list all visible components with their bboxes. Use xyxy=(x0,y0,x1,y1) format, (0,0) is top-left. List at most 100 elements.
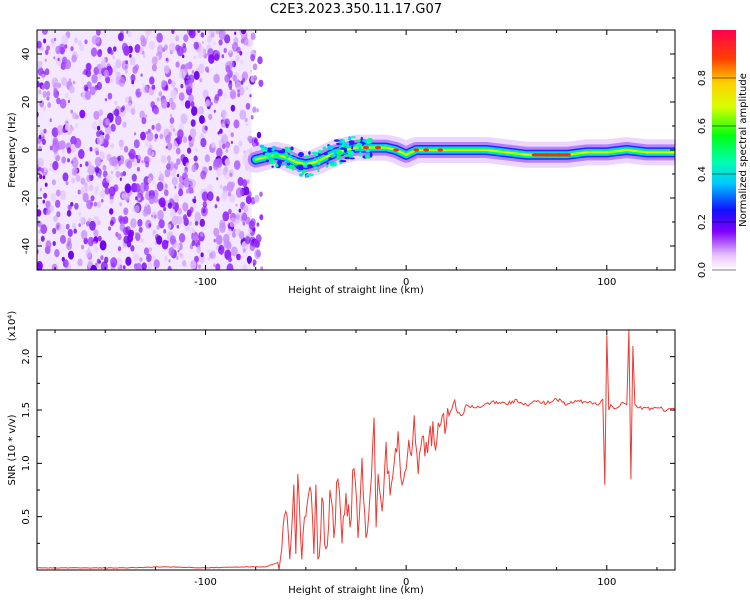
noise-speckle xyxy=(93,110,100,120)
noise-speckle xyxy=(178,92,185,101)
noise-speckle xyxy=(143,162,146,166)
noise-speckle xyxy=(109,198,114,205)
noise-speckle xyxy=(55,155,60,162)
noise-speckle xyxy=(96,130,101,137)
noise-speckle xyxy=(242,264,248,270)
noise-speckle xyxy=(253,239,260,249)
noise-speckle xyxy=(148,40,156,50)
noise-speckle xyxy=(208,113,213,120)
noise-speckle xyxy=(229,89,237,100)
noise-speckle xyxy=(212,161,219,171)
noise-speckle xyxy=(31,158,35,165)
noise-speckle xyxy=(51,77,59,88)
noise-speckle xyxy=(31,96,35,102)
noise-speckle xyxy=(134,44,141,53)
figure-title: C2E3.2023.350.11.17.G07 xyxy=(270,2,442,17)
noise-speckle xyxy=(215,234,223,245)
noise-speckle xyxy=(91,240,94,245)
noise-speckle xyxy=(97,173,101,180)
noise-speckle xyxy=(246,122,249,127)
noise-speckle xyxy=(61,149,65,154)
signal-blob xyxy=(275,163,279,168)
noise-speckle xyxy=(235,81,242,91)
noise-speckle xyxy=(147,261,153,270)
signal-blob xyxy=(362,138,367,143)
noise-speckle xyxy=(59,98,67,109)
noise-speckle xyxy=(157,210,164,221)
noise-speckle xyxy=(142,208,149,217)
noise-speckle xyxy=(227,228,233,237)
signal-hotspot xyxy=(413,148,420,152)
signal-blob xyxy=(284,152,288,157)
noise-speckle xyxy=(207,257,210,261)
noise-speckle xyxy=(161,79,167,88)
noise-speckle xyxy=(234,229,240,236)
noise-speckle xyxy=(90,264,98,270)
noise-speckle xyxy=(144,114,148,119)
noise-speckle xyxy=(168,247,175,257)
noise-speckle xyxy=(170,80,176,88)
noise-speckle xyxy=(225,148,229,153)
noise-speckle xyxy=(138,226,143,233)
signal-blob xyxy=(269,157,274,161)
noise-speckle xyxy=(197,50,203,59)
noise-speckle xyxy=(96,201,102,208)
noise-speckle xyxy=(40,167,45,173)
noise-speckle xyxy=(95,185,99,192)
noise-speckle xyxy=(205,66,209,73)
noise-speckle xyxy=(231,42,239,52)
noise-speckle xyxy=(195,148,198,152)
noise-speckle xyxy=(67,158,70,163)
noise-speckle xyxy=(240,213,247,223)
noise-speckle xyxy=(169,124,174,131)
noise-speckle xyxy=(247,38,254,47)
noise-speckle xyxy=(225,123,229,129)
noise-speckle xyxy=(104,133,110,141)
noise-speckle xyxy=(84,90,92,100)
noise-speckle xyxy=(98,267,101,270)
noise-speckle xyxy=(256,222,260,227)
noise-speckle xyxy=(54,249,60,258)
noise-speckle xyxy=(176,243,181,249)
noise-speckle xyxy=(259,214,264,221)
snr-panel: -100 0 100 0.5 1.0 1.5 2.0 Height of straight … xyxy=(7,311,676,596)
noise-speckle xyxy=(51,179,56,186)
noise-speckle xyxy=(70,202,74,207)
noise-speckle xyxy=(137,219,143,227)
noise-speckle xyxy=(246,255,252,264)
noise-speckle xyxy=(199,78,203,83)
noise-speckle xyxy=(110,170,114,175)
noise-speckle xyxy=(151,125,155,130)
noise-speckle xyxy=(53,215,58,223)
noise-speckle xyxy=(66,209,72,217)
noise-speckle xyxy=(154,133,159,140)
noise-speckle xyxy=(204,125,208,131)
noise-speckle xyxy=(111,156,118,167)
noise-speckle xyxy=(140,73,143,77)
signal-blob xyxy=(318,149,322,154)
noise-speckle xyxy=(46,207,51,215)
noise-speckle xyxy=(110,257,118,268)
noise-speckle xyxy=(198,63,205,74)
noise-speckle xyxy=(185,188,190,194)
noise-speckle xyxy=(259,191,263,197)
noise-speckle xyxy=(141,117,147,125)
noise-speckle xyxy=(55,189,61,197)
noise-speckle xyxy=(37,260,43,270)
noise-region xyxy=(31,30,265,270)
noise-speckle xyxy=(108,226,111,231)
noise-speckle xyxy=(57,82,62,89)
noise-speckle xyxy=(206,35,212,44)
signal-hotspot xyxy=(423,148,430,152)
noise-speckle xyxy=(37,259,38,264)
noise-speckle xyxy=(173,194,180,203)
noise-speckle xyxy=(166,155,171,162)
noise-speckle xyxy=(172,128,176,132)
noise-speckle xyxy=(229,217,237,228)
noise-speckle xyxy=(37,209,42,217)
noise-speckle xyxy=(250,32,256,40)
noise-speckle xyxy=(190,139,194,144)
noise-speckle xyxy=(31,204,36,212)
noise-speckle xyxy=(134,205,140,213)
noise-speckle xyxy=(233,119,240,129)
